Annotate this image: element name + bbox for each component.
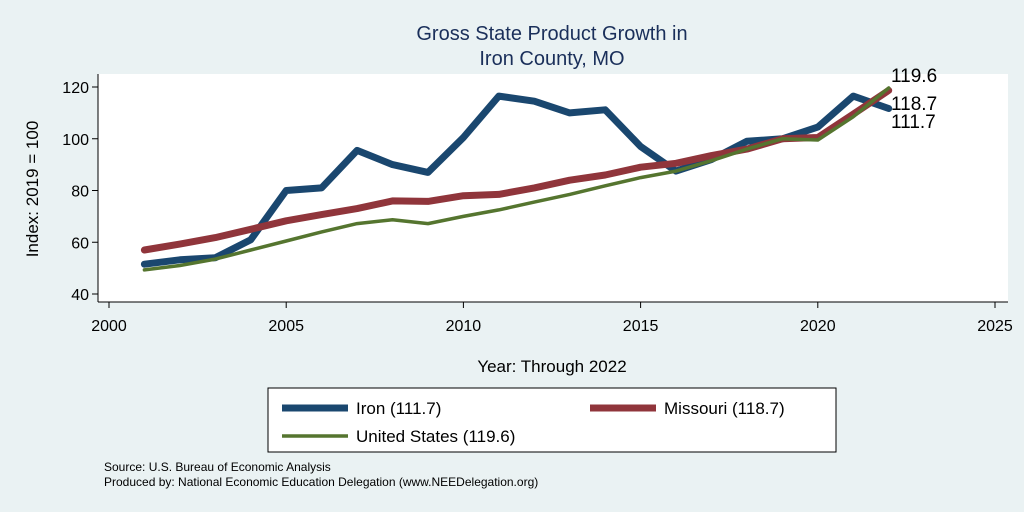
series-line-united-states: [142, 86, 891, 272]
legend-entry-label: United States (119.6): [356, 427, 515, 446]
legend-box: [267, 387, 837, 453]
legend: Iron (111.7) Missouri (118.7) United State…: [282, 399, 785, 446]
x-tick-label: 2005: [268, 318, 304, 335]
y-axis-label: Index: 2019 = 100: [23, 121, 42, 258]
x-tick-label: 2010: [446, 318, 482, 335]
y-tick-label: 120: [62, 80, 89, 97]
end-label: 111.7: [891, 112, 936, 133]
y-ticks: 40 60 80 100 120: [62, 80, 98, 304]
y-tick-label: 40: [71, 287, 89, 304]
legend-entry-label: Iron (111.7): [356, 399, 441, 418]
x-axis-label: Year: Through 2022: [477, 357, 626, 376]
y-tick-label: 80: [71, 184, 89, 201]
produced-by-note: Produced by: National Economic Education…: [104, 475, 538, 489]
end-label: 118.7: [891, 94, 937, 115]
series-lines: [140, 86, 893, 272]
x-tick-label: 2025: [977, 318, 1013, 335]
chart-title-line1: Gross State Product Growth in: [416, 23, 687, 45]
y-tick-label: 60: [71, 235, 89, 252]
series-line-iron: [140, 92, 893, 268]
legend-entry-label: Missouri (118.7): [664, 399, 785, 418]
x-tick-label: 2015: [623, 318, 659, 335]
y-tick-label: 100: [62, 132, 89, 149]
x-ticks: 2000 2005 2010 2015 2020 2025: [91, 302, 1013, 335]
source-note: Source: U.S. Bureau of Economic Analysis: [104, 460, 331, 474]
x-tick-label: 2000: [91, 318, 127, 335]
x-tick-label: 2020: [800, 318, 836, 335]
chart-title-line2: Iron County, MO: [479, 48, 624, 70]
end-label: 119.6: [891, 66, 937, 87]
